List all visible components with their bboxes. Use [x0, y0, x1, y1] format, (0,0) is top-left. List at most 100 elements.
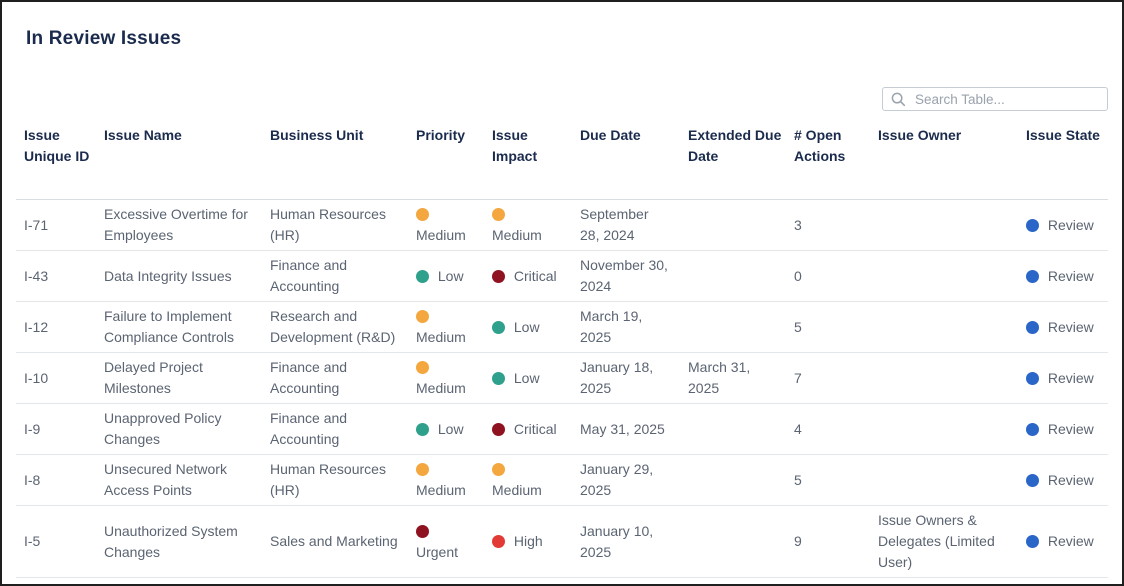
issue-state-cell: Review	[1018, 199, 1108, 251]
extended-due-date-cell	[680, 505, 786, 578]
issue-impact-cell: Medium	[484, 199, 572, 251]
column-header-issue-owner[interactable]: Issue Owner	[870, 119, 1018, 200]
impact-label: Low	[513, 369, 540, 386]
state-dot	[1026, 535, 1039, 548]
search-box[interactable]	[882, 87, 1108, 111]
impact-label: High	[513, 533, 543, 549]
issue-owner-cell: Issue Owners & Delegates (Limited User)	[870, 505, 1018, 578]
table-row[interactable]: I-10 Delayed Project Milestones Finance …	[16, 352, 1108, 404]
issue-unique-id-cell: I-43	[16, 250, 96, 302]
open-actions-cell: 4	[786, 403, 870, 455]
priority-cell: Low	[408, 403, 484, 455]
column-header-business-unit[interactable]: Business Unit	[262, 119, 408, 200]
column-header-issue-unique-id[interactable]: Issue Unique ID	[16, 119, 96, 200]
due-date-cell: January 10, 2025	[572, 505, 680, 578]
table-row[interactable]: I-12 Failure to Implement Compliance Con…	[16, 301, 1108, 353]
priority-label: Medium	[416, 329, 466, 345]
extended-due-date-cell: March 31, 2025	[680, 352, 786, 404]
table-row[interactable]: I-43 Data Integrity Issues Finance and A…	[16, 250, 1108, 302]
business-unit-cell: Sales and Marketing	[262, 505, 408, 578]
open-actions-cell: 5	[786, 301, 870, 353]
state-dot	[1026, 269, 1039, 283]
column-header-due-date[interactable]: Due Date	[572, 119, 680, 200]
open-actions-cell: 7	[786, 352, 870, 404]
issue-unique-id-cell: I-71	[16, 199, 96, 251]
issue-state-cell: Review	[1018, 301, 1108, 353]
issue-impact-cell: Low	[484, 352, 572, 404]
column-header-priority[interactable]: Priority	[408, 119, 484, 200]
table-row[interactable]: I-9 Unapproved Policy Changes Finance an…	[16, 403, 1108, 455]
priority-dot	[416, 422, 429, 436]
extended-due-date-cell	[680, 250, 786, 302]
extended-due-date-cell	[680, 199, 786, 251]
column-header-extended-due-date[interactable]: Extended Due Date	[680, 119, 786, 200]
column-header-issue-impact[interactable]: Issue Impact	[484, 119, 572, 200]
issue-state-cell: Review	[1018, 403, 1108, 455]
due-date-cell: January 29, 2025	[572, 454, 680, 506]
open-actions-cell: 9	[786, 505, 870, 578]
issue-impact-cell: High	[484, 505, 572, 578]
issue-unique-id-cell: I-8	[16, 454, 96, 506]
priority-label: Urgent	[416, 543, 459, 560]
priority-dot	[416, 463, 429, 476]
table-row[interactable]: I-8 Unsecured Network Access Points Huma…	[16, 454, 1108, 506]
priority-cell: Medium	[408, 301, 484, 353]
priority-cell: Medium	[408, 352, 484, 404]
issue-impact-cell: Critical	[484, 403, 572, 455]
priority-cell: Medium	[408, 454, 484, 506]
state-label: Review	[1047, 267, 1094, 284]
table-row[interactable]: I-71 Excessive Overtime for Employees Hu…	[16, 199, 1108, 251]
extended-due-date-cell	[680, 403, 786, 455]
search-input[interactable]	[915, 91, 1099, 107]
impact-dot	[492, 422, 505, 436]
table-row[interactable]: I-5 Unauthorized System Changes Sales an…	[16, 505, 1108, 578]
priority-dot	[416, 310, 429, 323]
column-header-issue-state[interactable]: Issue State	[1018, 119, 1108, 200]
issue-unique-id-cell: I-12	[16, 301, 96, 353]
issue-name-cell: Delayed Project Milestones	[96, 352, 262, 404]
due-date-cell: November 30, 2024	[572, 250, 680, 302]
issue-state-cell: Review	[1018, 352, 1108, 404]
issue-state-cell: Review	[1018, 505, 1108, 578]
extended-due-date-cell	[680, 454, 786, 506]
state-dot	[1026, 218, 1039, 232]
issue-owner-cell	[870, 352, 1018, 404]
issues-table: Issue Unique ID Issue Name Business Unit…	[16, 119, 1108, 578]
due-date-cell: March 19, 2025	[572, 301, 680, 353]
impact-dot	[492, 269, 505, 283]
priority-dot	[416, 208, 429, 221]
priority-dot	[416, 524, 429, 538]
state-dot	[1026, 473, 1039, 487]
issue-name-cell: Failure to Implement Compliance Controls	[96, 301, 262, 353]
issue-owner-cell	[870, 250, 1018, 302]
column-header-issue-name[interactable]: Issue Name	[96, 119, 262, 200]
table-toolbar	[16, 87, 1108, 111]
issue-state-cell: Review	[1018, 454, 1108, 506]
impact-dot	[492, 208, 505, 221]
issue-owner-cell	[870, 199, 1018, 251]
open-actions-cell: 0	[786, 250, 870, 302]
column-header-open-actions[interactable]: # Open Actions	[786, 119, 870, 200]
extended-due-date-cell	[680, 301, 786, 353]
search-icon	[891, 92, 906, 106]
state-label: Review	[1047, 533, 1094, 549]
impact-dot	[492, 535, 505, 548]
business-unit-cell: Finance and Accounting	[262, 403, 408, 455]
priority-cell: Medium	[408, 199, 484, 251]
due-date-cell: May 31, 2025	[572, 403, 680, 455]
priority-dot	[416, 269, 429, 283]
issue-owner-cell	[870, 301, 1018, 353]
business-unit-cell: Finance and Accounting	[262, 352, 408, 404]
impact-label: Low	[513, 318, 540, 335]
priority-label: Medium	[416, 227, 466, 243]
state-dot	[1026, 371, 1039, 385]
state-label: Review	[1047, 420, 1094, 437]
impact-dot	[492, 320, 505, 334]
priority-label: Low	[437, 267, 464, 284]
priority-dot	[416, 361, 429, 374]
priority-cell: Urgent	[408, 505, 484, 578]
report-panel: In Review Issues Issue Unique ID Issue N…	[2, 2, 1122, 578]
state-dot	[1026, 320, 1039, 334]
business-unit-cell: Research and Development (R&D)	[262, 301, 408, 353]
